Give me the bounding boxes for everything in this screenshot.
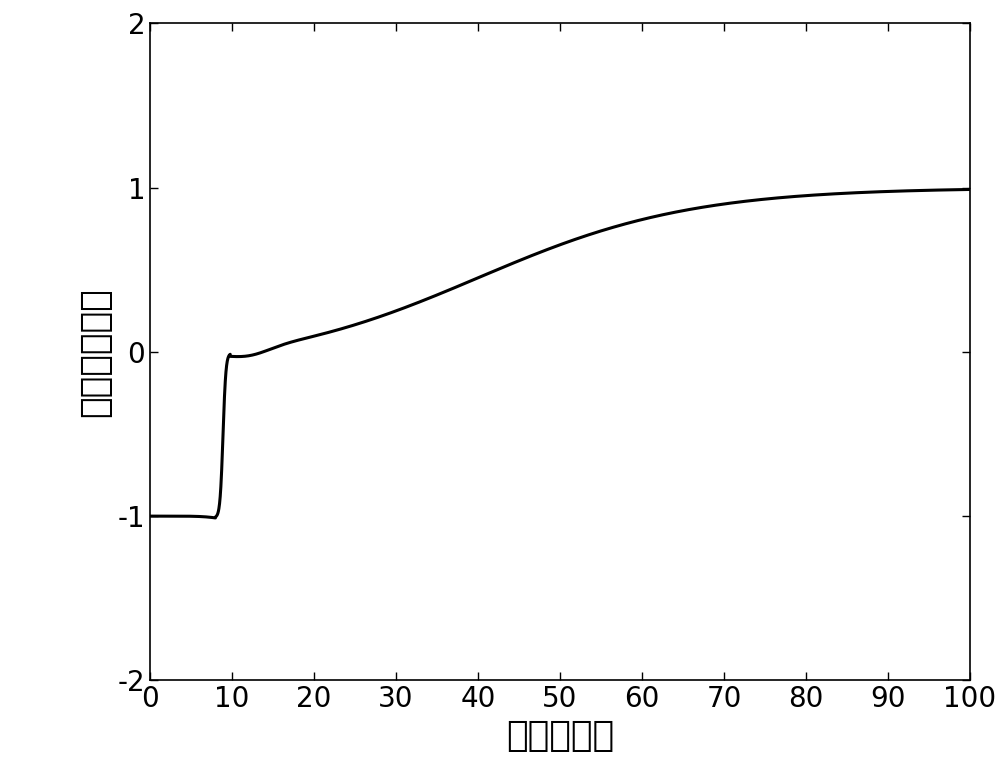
Y-axis label: 残基接触能量: 残基接触能量 bbox=[78, 287, 112, 417]
X-axis label: 残基对距离: 残基对距离 bbox=[506, 719, 614, 753]
